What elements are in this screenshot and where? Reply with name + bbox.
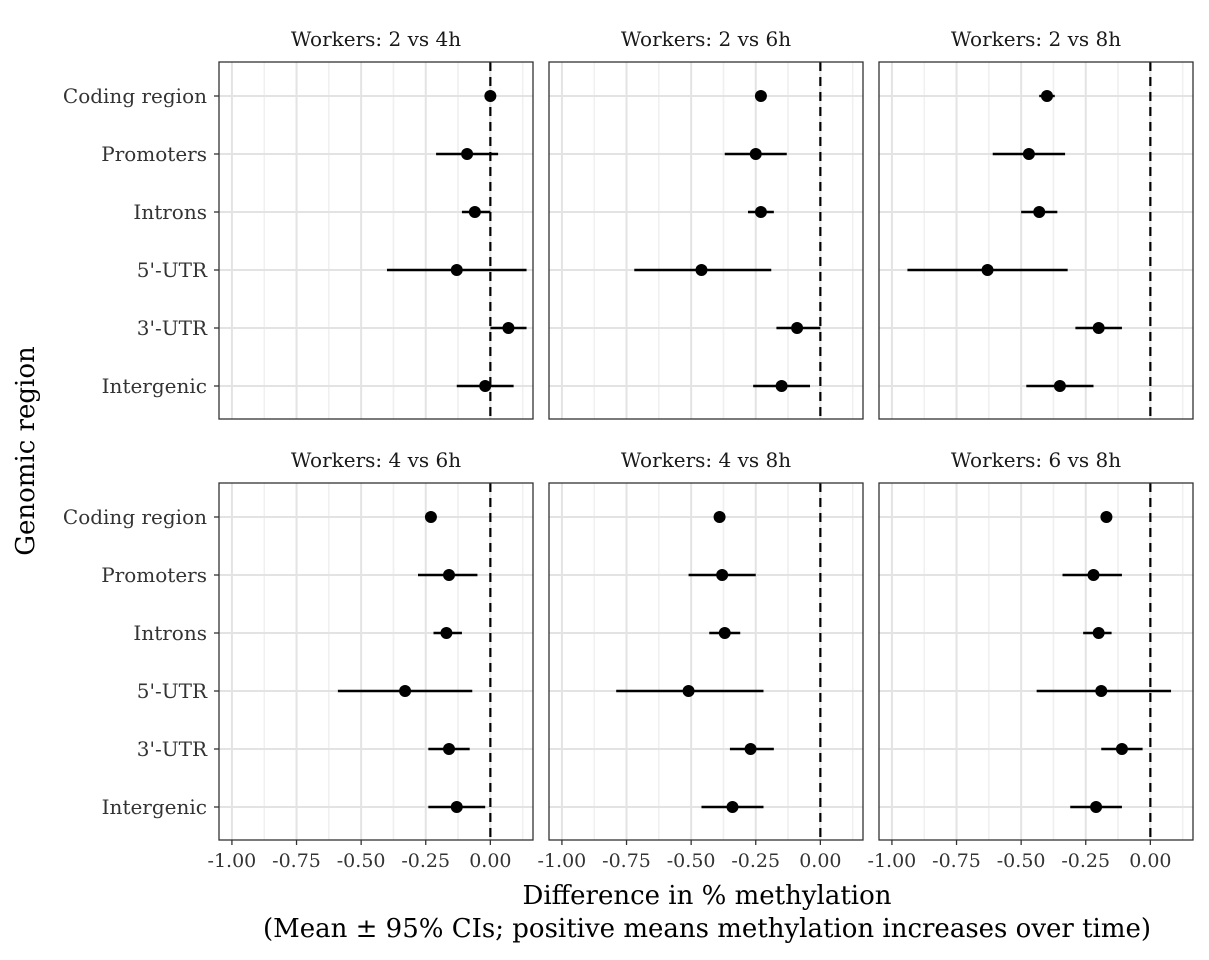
facet-title: Workers: 4 vs 8h (621, 448, 791, 472)
mean-point (1033, 206, 1046, 218)
mean-point (443, 743, 456, 755)
x-tick-label: -0.75 (272, 850, 321, 872)
y-category-label: 3'-UTR (137, 737, 208, 761)
facet-panel: Workers: 2 vs 4h Coding region Promoters In… (63, 27, 534, 420)
mean-point (461, 148, 474, 160)
mean-point (1087, 569, 1100, 581)
mean-point (1092, 322, 1105, 334)
panel-border (878, 482, 1194, 841)
x-tick-label: -0.25 (731, 850, 780, 872)
x-tick-label: -0.25 (401, 850, 450, 872)
panel-border (548, 482, 864, 841)
x-tick-label: -0.50 (667, 850, 716, 872)
x-tick-label: 0.00 (799, 850, 841, 872)
mean-point (440, 627, 453, 639)
mean-point (754, 206, 767, 218)
y-category-label: Coding region (63, 84, 207, 108)
panels-layer: Workers: 2 vs 4h Coding region Promoters In… (63, 27, 1194, 872)
mean-point (695, 264, 708, 276)
mean-point (713, 511, 726, 523)
x-axis-subtitle: (Mean ± 95% CIs; positive means methylat… (263, 914, 1151, 944)
y-category-label: Intergenic (102, 795, 207, 819)
y-category-label: 5'-UTR (137, 258, 208, 282)
mean-point (479, 380, 492, 392)
facet-panel: Workers: 6 vs 8h -1.00 -0.75 -0.50 -0.25 0.00 (868, 448, 1194, 872)
panel-border (218, 482, 534, 841)
facet-panel: Workers: 4 vs 6h Coding region Promoters In… (63, 448, 534, 872)
mean-point (484, 90, 497, 102)
mean-point (468, 206, 481, 218)
y-category-label: Promoters (101, 563, 207, 587)
mean-point (443, 569, 456, 581)
x-tick-label: -0.75 (932, 850, 981, 872)
x-tick-label: 0.00 (1129, 850, 1171, 872)
mean-point (775, 380, 788, 392)
x-tick-label: -1.00 (208, 850, 257, 872)
facet-title: Workers: 2 vs 8h (951, 27, 1121, 51)
y-category-label: Promoters (101, 142, 207, 166)
facet-title: Workers: 2 vs 6h (621, 27, 791, 51)
mean-point (716, 569, 729, 581)
panel-border (548, 61, 864, 420)
x-tick-label: -0.75 (602, 850, 651, 872)
mean-point (1090, 801, 1103, 813)
y-axis-title: Genomic region (11, 346, 41, 556)
facet-title: Workers: 4 vs 6h (291, 448, 461, 472)
facet-title: Workers: 6 vs 8h (951, 448, 1121, 472)
mean-point (1115, 743, 1128, 755)
x-tick-label: -1.00 (868, 850, 917, 872)
x-tick-label: -1.00 (538, 850, 587, 872)
mean-point (981, 264, 994, 276)
facet-panel: Workers: 4 vs 8h -1.00 -0.75 -0.50 -0.25 0.00 (538, 448, 864, 872)
facet-panel: Workers: 2 vs 6h (548, 27, 864, 420)
mean-point (754, 90, 767, 102)
y-category-label: Intergenic (102, 374, 207, 398)
mean-point (744, 743, 757, 755)
x-tick-label: -0.25 (1061, 850, 1110, 872)
panel-border (878, 61, 1194, 420)
mean-point (1092, 627, 1105, 639)
x-tick-label: -0.50 (337, 850, 386, 872)
mean-point (450, 264, 463, 276)
x-axis-title: Difference in % methylation (523, 881, 892, 911)
y-category-label: Coding region (63, 505, 207, 529)
mean-point (1040, 90, 1053, 102)
mean-point (399, 685, 412, 697)
mean-point (749, 148, 762, 160)
mean-point (424, 511, 437, 523)
mean-point (1095, 685, 1108, 697)
mean-point (450, 801, 463, 813)
panel-border (218, 61, 534, 420)
y-category-label: 3'-UTR (137, 316, 208, 340)
y-category-label: Introns (133, 621, 207, 645)
x-tick-label: 0.00 (469, 850, 511, 872)
mean-point (726, 801, 739, 813)
mean-point (1022, 148, 1035, 160)
mean-point (718, 627, 731, 639)
mean-point (502, 322, 515, 334)
mean-point (791, 322, 804, 334)
facet-title: Workers: 2 vs 4h (291, 27, 461, 51)
facet-panel: Workers: 2 vs 8h (878, 27, 1194, 420)
x-tick-label: -0.50 (997, 850, 1046, 872)
mean-point (1100, 511, 1113, 523)
mean-point (1053, 380, 1066, 392)
y-category-label: Introns (133, 200, 207, 224)
mean-point (682, 685, 695, 697)
y-category-label: 5'-UTR (137, 679, 208, 703)
